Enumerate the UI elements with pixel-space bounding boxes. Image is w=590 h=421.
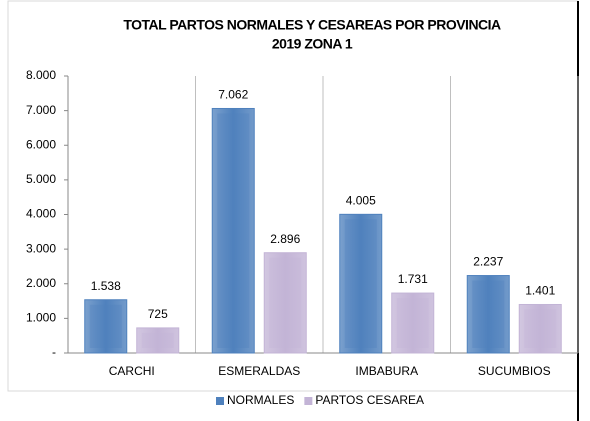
bar: [263, 252, 307, 354]
bar: [136, 327, 180, 354]
bar-bevel: [269, 257, 302, 348]
value-label: 1.538: [91, 279, 121, 293]
value-label: 1.731: [398, 272, 428, 286]
x-tick-label: IMBABURA: [355, 364, 418, 378]
bar: [466, 275, 510, 354]
bar: [339, 213, 383, 354]
y-tick-label: 3.000: [26, 241, 56, 255]
bar: [211, 107, 255, 354]
value-label: 7.062: [218, 88, 248, 102]
x-tick-label: ESMERALDAS: [218, 364, 300, 378]
y-tick-label: 8.000: [26, 68, 56, 82]
chart-subtitle: 2019 ZONA 1: [272, 36, 353, 52]
chart-title: TOTAL PARTOS NORMALES Y CESAREAS POR PRO…: [123, 17, 501, 33]
y-tick-label: 7.000: [26, 103, 56, 117]
legend-swatch: [304, 397, 313, 405]
bar-bevel: [141, 332, 174, 348]
x-tick-label: CARCHI: [109, 364, 155, 378]
y-tick-label: 1.000: [26, 311, 56, 325]
bar-bevel: [524, 309, 557, 348]
y-tick-label: 4.000: [26, 207, 56, 221]
bar-bevel: [396, 298, 429, 348]
y-tick-label: 6.000: [26, 137, 56, 151]
value-label: 2.896: [270, 232, 300, 246]
value-label: 4.005: [346, 193, 376, 207]
legend-swatch: [216, 397, 224, 405]
value-label: 2.237: [473, 255, 503, 269]
legend-label: NORMALES: [227, 393, 294, 407]
y-tick-label: 2.000: [26, 276, 56, 290]
value-label: 1.401: [525, 284, 555, 298]
bar-bevel: [89, 304, 122, 348]
x-tick-label: SUCUMBIOS: [478, 364, 551, 378]
legend-label: PARTOS CESAREA: [315, 393, 424, 407]
bar-bevel: [217, 113, 250, 349]
value-label: 725: [148, 307, 168, 321]
bar: [518, 303, 562, 354]
bar: [391, 292, 435, 354]
bar: [84, 299, 128, 354]
y-tick-label: 5.000: [26, 172, 56, 186]
bar-bevel: [344, 219, 377, 348]
y-tick-label: -: [52, 345, 56, 359]
bar-bevel: [472, 280, 505, 348]
